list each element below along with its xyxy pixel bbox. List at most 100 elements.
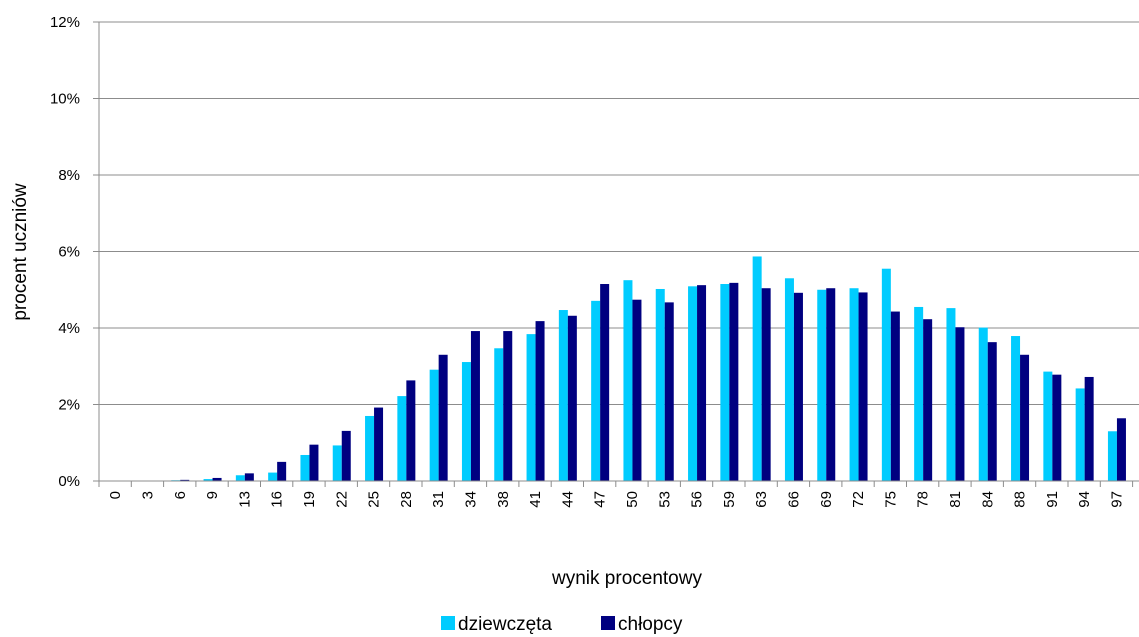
x-tick-label: 81 — [947, 491, 964, 508]
bar-dziewczeta-91 — [1043, 371, 1053, 481]
bar-dziewczeta-63 — [752, 256, 762, 481]
bar-chlopcy-22 — [341, 430, 351, 481]
bar-chlopcy-69 — [826, 288, 836, 481]
x-tick-label: 9 — [204, 491, 221, 499]
legend-swatch-chlopcy — [601, 616, 615, 630]
bar-dziewczeta-44 — [558, 310, 568, 481]
x-tick-label: 0 — [107, 491, 124, 499]
x-tick-label: 88 — [1012, 491, 1029, 508]
bar-chlopcy-53 — [664, 302, 674, 481]
x-tick-label: 75 — [882, 491, 899, 508]
legend-swatch-dziewczeta — [441, 616, 455, 630]
bar-chlopcy-16 — [277, 461, 287, 481]
bar-dziewczeta-78 — [914, 306, 924, 481]
bar-dziewczeta-84 — [978, 327, 988, 481]
bar-chlopcy-19 — [309, 444, 319, 481]
bar-dziewczeta-13 — [235, 475, 245, 481]
x-tick-label: 94 — [1076, 491, 1093, 508]
x-tick-label: 13 — [236, 491, 253, 508]
bar-dziewczeta-81 — [946, 308, 956, 481]
x-tick-label: 69 — [818, 491, 835, 508]
x-tick-label: 34 — [462, 491, 479, 508]
bar-chlopcy-25 — [374, 407, 384, 481]
bar-dziewczeta-28 — [397, 396, 407, 481]
bar-dziewczeta-31 — [429, 369, 439, 481]
axis-layer — [93, 21, 1139, 487]
x-tick-label: 38 — [495, 491, 512, 508]
bar-dziewczeta-9 — [203, 479, 213, 481]
bar-chlopcy-9 — [212, 477, 222, 481]
x-tick-label: 44 — [559, 491, 576, 508]
bar-chlopcy-78 — [923, 319, 933, 481]
x-tick-labels: 0 3 6 9 13 16 19 22 25 28 31 34 38 41 44 47 50 53 56 59 63 66… — [107, 491, 1125, 508]
bar-dziewczeta-56 — [688, 286, 698, 481]
bar-dziewczeta-69 — [817, 289, 827, 481]
bar-dziewczeta-94 — [1075, 388, 1085, 481]
x-tick-label: 84 — [979, 491, 996, 508]
x-tick-label: 66 — [785, 491, 802, 508]
bar-chlopcy-66 — [793, 292, 803, 481]
y-tick-label: 2% — [58, 397, 80, 414]
y-tick-label: 10% — [50, 91, 80, 108]
bar-chlopcy-31 — [438, 354, 448, 481]
y-tick-label: 12% — [50, 14, 80, 31]
bar-chlopcy-63 — [761, 288, 771, 481]
legend-label-dziewczeta: dziewczęta — [458, 614, 552, 635]
y-tick-label: 0% — [58, 473, 80, 490]
bar-chlopcy-94 — [1084, 376, 1094, 481]
bar-dziewczeta-16 — [268, 472, 278, 481]
bar-chlopcy-72 — [858, 292, 868, 481]
bar-chlopcy-56 — [697, 285, 707, 481]
x-tick-label: 72 — [850, 491, 867, 508]
bar-dziewczeta-97 — [1107, 431, 1117, 481]
bar-dziewczeta-66 — [784, 278, 794, 481]
x-tick-label: 91 — [1044, 491, 1061, 508]
bar-dziewczeta-38 — [494, 348, 504, 481]
bar-chlopcy-44 — [567, 315, 577, 481]
bar-dziewczeta-88 — [1011, 336, 1021, 481]
bar-dziewczeta-22 — [332, 445, 342, 481]
bar-chlopcy-13 — [244, 473, 254, 481]
bar-dziewczeta-47 — [591, 300, 601, 481]
x-tick-label: 16 — [269, 491, 286, 508]
x-tick-label: 19 — [301, 491, 318, 508]
x-tick-label: 28 — [398, 491, 415, 508]
x-tick-label: 31 — [430, 491, 447, 508]
bar-chlopcy-59 — [729, 282, 739, 481]
bar-dziewczeta-72 — [849, 288, 859, 481]
bar-dziewczeta-19 — [300, 454, 310, 481]
bar-chlopcy-28 — [406, 380, 416, 481]
x-tick-label: 78 — [915, 491, 932, 508]
bar-chlopcy-6 — [180, 479, 190, 481]
bar-dziewczeta-53 — [655, 288, 665, 481]
legend-label-chlopcy: chłopcy — [618, 614, 683, 635]
legend: dziewczęta chłopcy — [441, 614, 683, 635]
bar-chlopcy-38 — [503, 331, 513, 481]
bar-chlopcy-34 — [470, 331, 480, 481]
bar-chlopcy-47 — [600, 284, 610, 481]
x-tick-label: 47 — [592, 491, 609, 508]
x-tick-label: 22 — [333, 491, 350, 508]
bar-dziewczeta-41 — [526, 334, 536, 481]
bar-chlopcy-50 — [632, 299, 642, 481]
x-axis-title: wynik procentowy — [551, 568, 702, 589]
bar-dziewczeta-75 — [881, 268, 891, 481]
x-tick-label: 25 — [366, 491, 383, 508]
x-tick-label: 56 — [689, 491, 706, 508]
y-tick-label: 4% — [58, 320, 80, 337]
y-tick-labels: 0% 2% 4% 6% 8% 10% 12% — [50, 14, 80, 490]
bar-dziewczeta-25 — [365, 415, 375, 481]
bar-dziewczeta-59 — [720, 284, 730, 481]
bar-dziewczeta-50 — [623, 280, 633, 481]
bar-chlopcy-84 — [987, 342, 997, 481]
bar-layer — [171, 256, 1126, 481]
y-tick-label: 6% — [58, 244, 80, 261]
x-tick-label: 53 — [656, 491, 673, 508]
x-tick-label: 3 — [139, 491, 156, 499]
bar-chlopcy-91 — [1052, 374, 1062, 481]
bar-dziewczeta-34 — [461, 362, 471, 481]
bar-chlopcy-88 — [1020, 354, 1030, 481]
y-tick-label: 8% — [58, 167, 80, 184]
